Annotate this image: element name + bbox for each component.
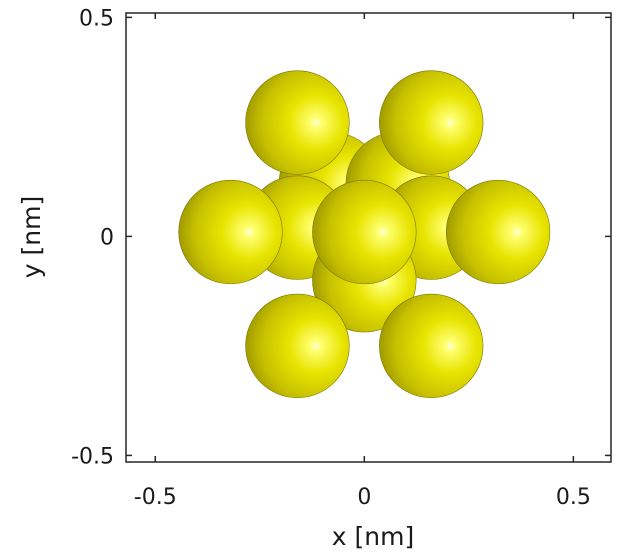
y-axis-title: y [nm] bbox=[17, 196, 46, 278]
sphere-front-4 bbox=[445, 179, 551, 285]
y-tick-label: 0 bbox=[100, 225, 114, 250]
x-tick-label: 0 bbox=[357, 485, 371, 510]
x-tick-label: -0.5 bbox=[134, 485, 177, 510]
ticks: -0.5 0 0.5 -0.5 0 0.5 bbox=[71, 6, 611, 510]
sphere-front-6 bbox=[379, 293, 484, 399]
axes bbox=[125, 12, 612, 463]
sphere-front-1 bbox=[379, 70, 484, 175]
y-tick-label: -0.5 bbox=[71, 444, 114, 469]
sphere-front-3 bbox=[312, 179, 417, 285]
y-tick-label: 0.5 bbox=[79, 6, 114, 31]
axes-box bbox=[125, 12, 612, 463]
sphere-front-5 bbox=[245, 293, 350, 399]
sphere-front-2 bbox=[178, 179, 283, 285]
spheres bbox=[178, 70, 551, 399]
sphere-front-0 bbox=[245, 70, 350, 175]
x-tick-label: 0.5 bbox=[556, 485, 591, 510]
x-axis-title: x [nm] bbox=[332, 522, 414, 551]
